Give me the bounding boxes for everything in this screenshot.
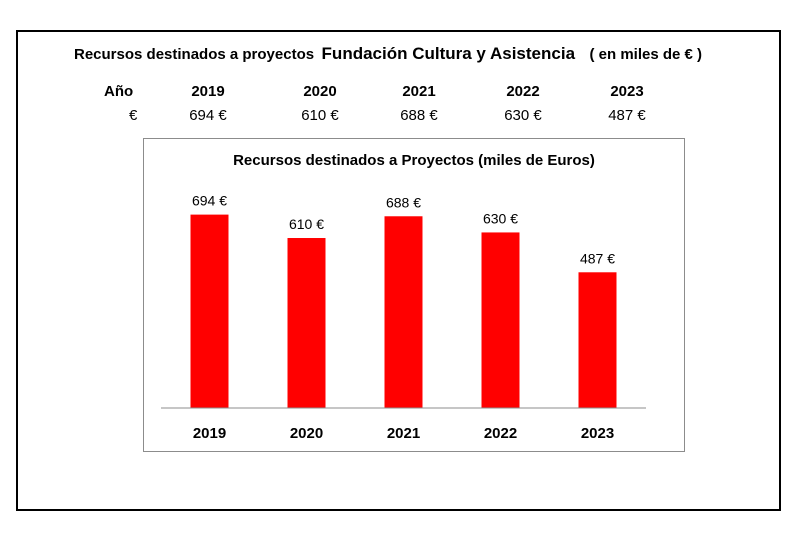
x-tick-label: 2021 xyxy=(387,425,420,442)
table-year: 2021 xyxy=(402,83,436,100)
data-label: 630 € xyxy=(483,210,518,226)
table-value: 694 € xyxy=(189,107,227,124)
data-label: 487 € xyxy=(580,250,615,266)
year-header: Año xyxy=(104,83,134,100)
x-tick-label: 2022 xyxy=(484,425,517,442)
page-title: Recursos destinados a proyectos Fundació… xyxy=(74,44,734,64)
chart-container: Recursos destinados a Proyectos (miles d… xyxy=(143,138,685,452)
x-tick-label: 2020 xyxy=(290,425,323,442)
bar-chart: Recursos destinados a Proyectos (miles d… xyxy=(161,152,646,442)
table-year: 2022 xyxy=(506,83,540,100)
title-part-2: Fundación Cultura y Asistencia xyxy=(321,44,576,63)
table-value: 688 € xyxy=(400,107,438,124)
data-label: 610 € xyxy=(289,216,324,232)
title-part-3: ( en miles de € ) xyxy=(589,46,703,63)
data-label: 688 € xyxy=(386,194,421,210)
table-value: 487 € xyxy=(608,107,646,124)
bar xyxy=(481,232,520,408)
table-value: 610 € xyxy=(301,107,339,124)
bar xyxy=(384,216,423,408)
bar xyxy=(287,238,326,408)
bar xyxy=(578,272,617,408)
table-year: 2023 xyxy=(610,83,644,100)
title-part-1: Recursos destinados a proyectos xyxy=(74,46,315,63)
table-value: 630 € xyxy=(504,107,542,124)
chart-title: Recursos destinados a Proyectos (miles d… xyxy=(233,152,595,169)
x-tick-label: 2019 xyxy=(193,425,226,442)
data-label: 694 € xyxy=(192,193,227,209)
table-year: 2020 xyxy=(303,83,337,100)
bar xyxy=(190,214,229,408)
x-tick-label: 2023 xyxy=(581,425,614,442)
value-header: € xyxy=(129,107,138,124)
table-year: 2019 xyxy=(191,83,225,100)
